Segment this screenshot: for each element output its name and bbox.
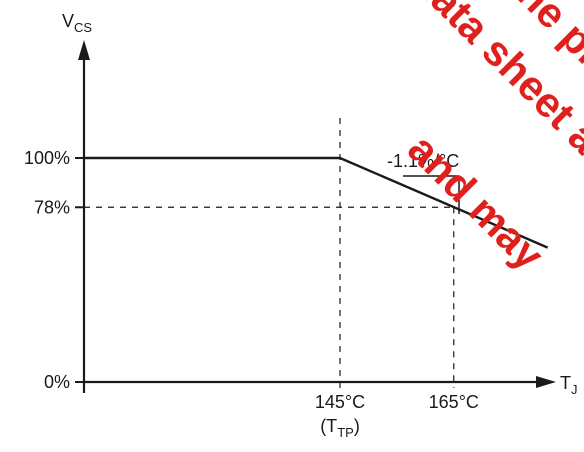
x-tick-label-165: 165°C (429, 392, 479, 412)
tick-labels: 100% 78% 0% 145°C (TTP) 165°C (24, 148, 479, 440)
y-tick-label-100: 100% (24, 148, 70, 168)
x-axis-arrow (536, 376, 556, 388)
watermark-line-3: and may (399, 125, 553, 279)
reference-lines (84, 118, 455, 388)
y-tick-label-78: 78% (34, 197, 70, 217)
series-layer (84, 156, 549, 249)
watermark: The product ( data sheet are no and may (399, 0, 584, 279)
slope-triangle (403, 175, 460, 214)
tick-marks (75, 157, 84, 383)
x-tick-label-145: 145°C (315, 392, 365, 412)
x-axis-label: TJ (560, 373, 578, 397)
y-axis-arrow (78, 40, 90, 60)
slope-annotation: -1.1%/°C (387, 151, 459, 171)
x-tick-sublabel-145: (TTP) (320, 416, 360, 440)
series-line-0 (84, 156, 549, 249)
y-axis-label: VCS (62, 11, 92, 35)
y-tick-label-0: 0% (44, 372, 70, 392)
